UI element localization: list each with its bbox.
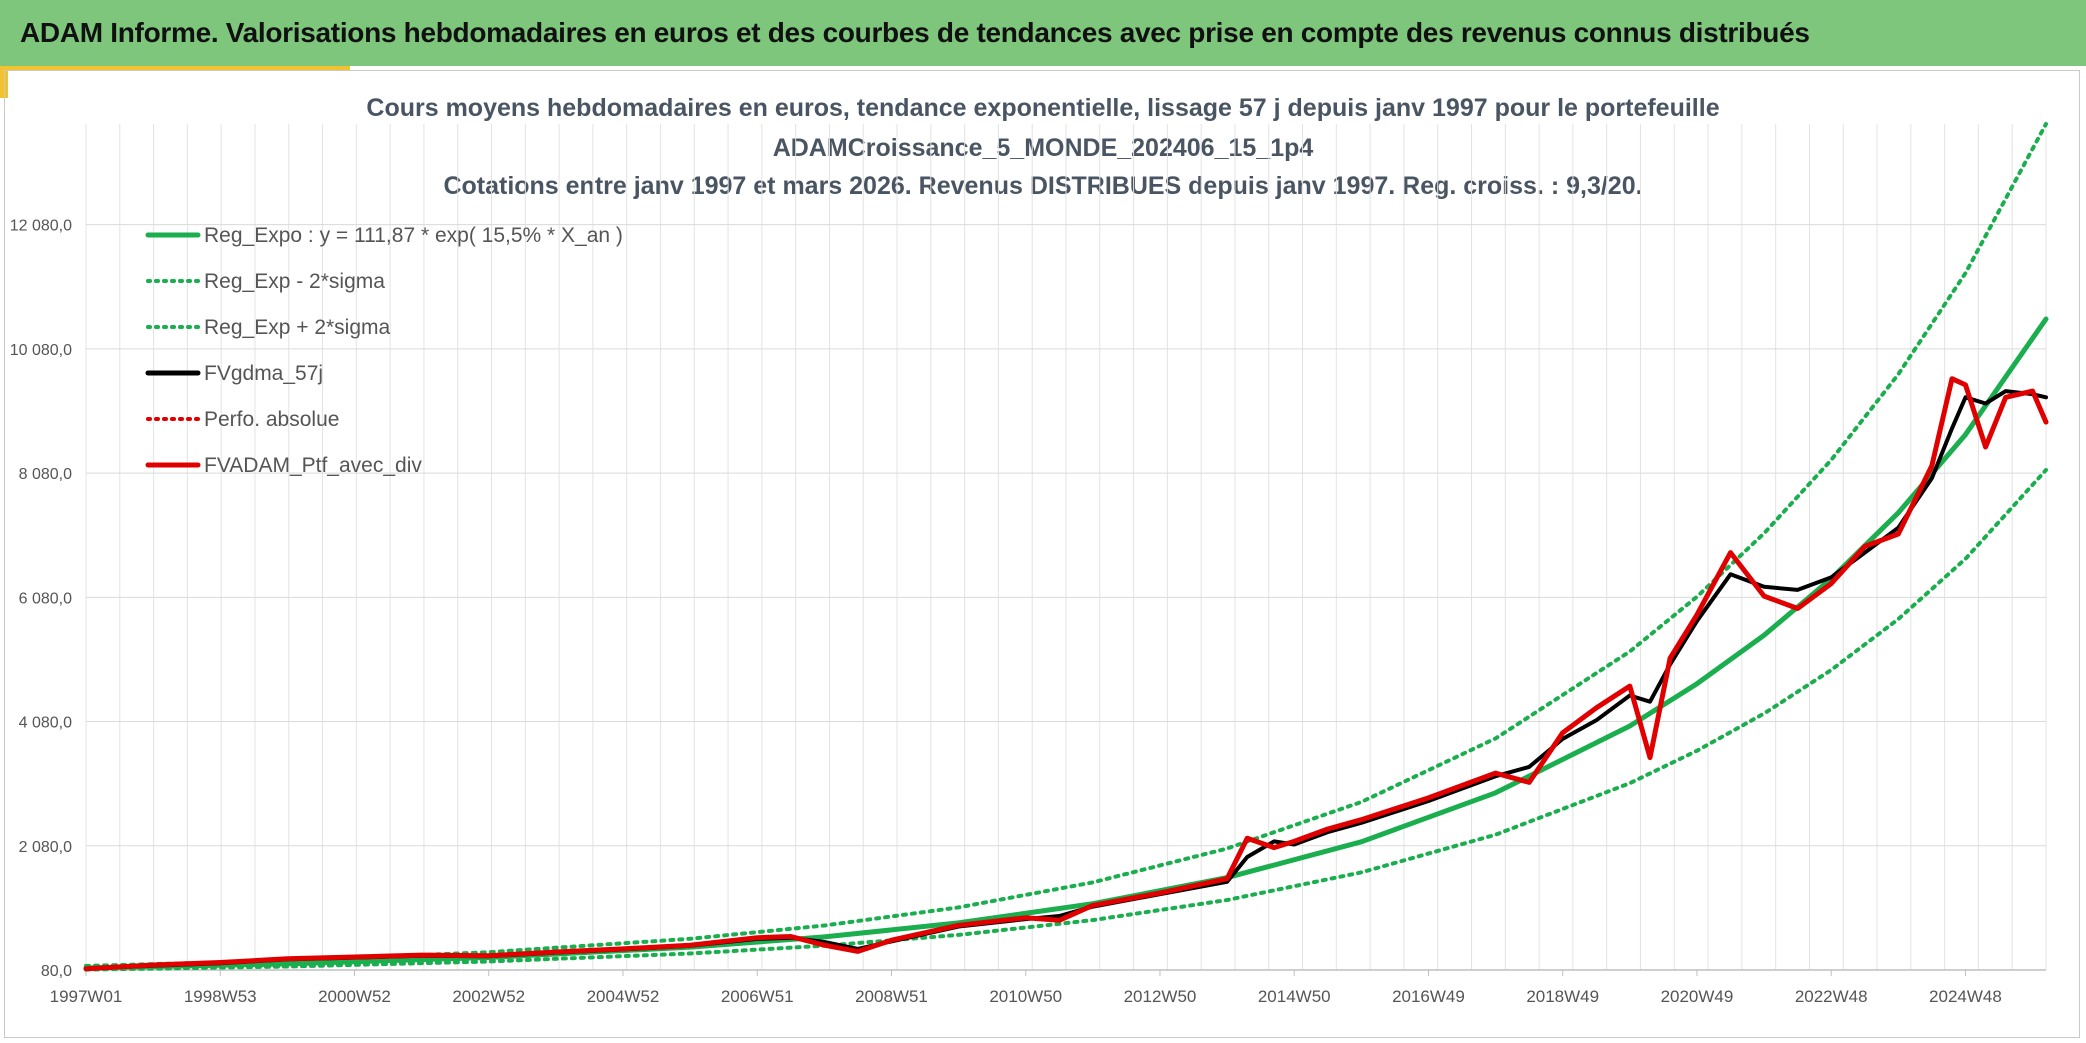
series-reg-exp-minus-2sigma — [84, 468, 2048, 972]
series-fvadam-ptf-avec-div — [83, 376, 2049, 972]
x-tick-label: 2010W50 — [989, 987, 1062, 1006]
x-tick-label: 2022W48 — [1795, 987, 1868, 1006]
x-tick-label: 2006W51 — [721, 987, 794, 1006]
legend-label: FVgdma_57j — [204, 362, 323, 385]
x-tick-label: 2002W52 — [452, 987, 525, 1006]
x-tick-label: 2016W49 — [1392, 987, 1465, 1006]
y-tick-label: 10 080,0 — [10, 342, 72, 359]
x-tick-label: 2020W49 — [1661, 987, 1734, 1006]
x-tick-label: 2024W48 — [1929, 987, 2002, 1006]
chart-frame — [4, 70, 2080, 1038]
header-banner: ADAM Informe. Valorisations hebdomadaire… — [0, 0, 2086, 66]
y-tick-label: 8 080,0 — [19, 466, 72, 483]
accent-bar — [0, 66, 350, 71]
x-tick-label: 2004W52 — [587, 987, 660, 1006]
legend-label: FVADAM_Ptf_avec_div — [204, 454, 422, 477]
legend-label: Reg_Exp - 2*sigma — [204, 270, 385, 293]
legend-label: Reg_Exp + 2*sigma — [204, 316, 391, 339]
page-title: ADAM Informe. Valorisations hebdomadaire… — [20, 17, 1810, 48]
legend-label: Reg_Expo : y = 111,87 * exp( 15,5% * X_a… — [204, 224, 623, 247]
y-tick-label: 2 080,0 — [19, 839, 72, 856]
x-tick-label: 2008W51 — [855, 987, 928, 1006]
legend-label: Perfo. absolue — [204, 408, 339, 431]
series-reg-exp-plus-2sigma — [84, 122, 2048, 968]
x-tick-label: 2018W49 — [1526, 987, 1599, 1006]
chart-title-line-1: Cours moyens hebdomadaires en euros, ten… — [366, 94, 1720, 122]
y-tick-label: 4 080,0 — [19, 715, 72, 732]
x-tick-label: 1997W01 — [50, 987, 123, 1006]
chart-title-line-3: Cotations entre janv 1997 et mars 2026. … — [443, 172, 1643, 200]
y-tick-label: 12 080,0 — [10, 218, 72, 235]
y-tick-label: 80,0 — [41, 963, 72, 980]
x-tick-label: 1998W53 — [184, 987, 257, 1006]
y-tick-label: 6 080,0 — [19, 590, 72, 607]
x-tick-label: 2000W52 — [318, 987, 391, 1006]
x-tick-label: 2012W50 — [1124, 987, 1197, 1006]
x-tick-label: 2014W50 — [1258, 987, 1331, 1006]
